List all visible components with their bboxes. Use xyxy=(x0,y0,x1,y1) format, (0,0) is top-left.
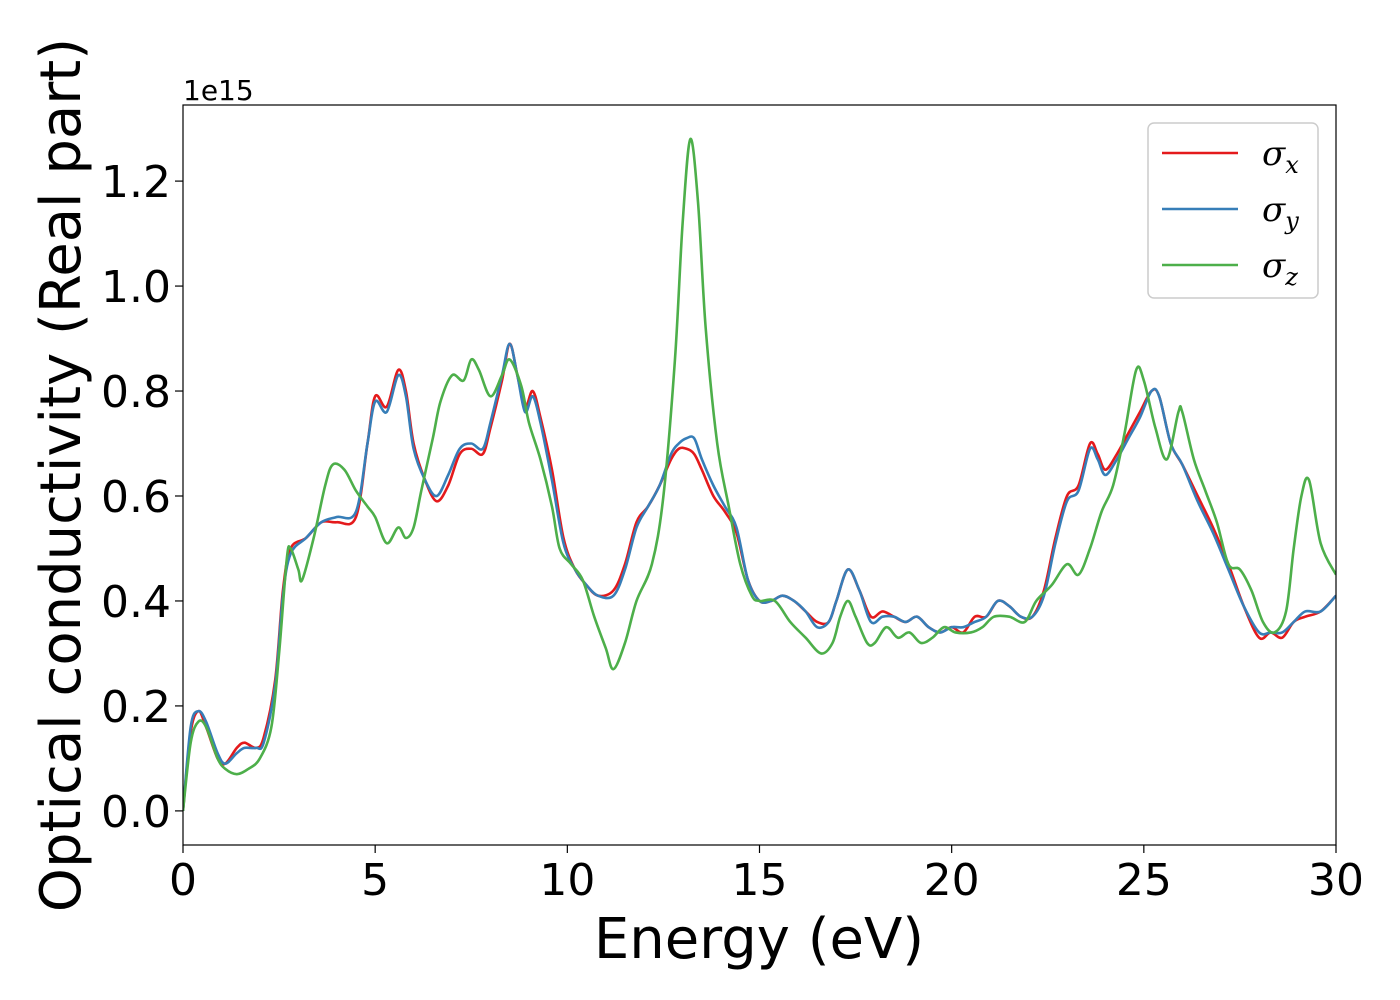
y-tick-label: 0.2 xyxy=(101,682,171,733)
y-axis-ticks: 0.0 0.2 0.4 0.6 0.8 1.0 1.2 xyxy=(101,157,183,838)
x-tick-label: 25 xyxy=(1116,855,1172,906)
y-tick-label: 0.6 xyxy=(101,472,171,523)
x-tick-label: 20 xyxy=(924,855,980,906)
series-line-sigma-y xyxy=(183,342,1336,812)
y-axis-label: Optical conductivity (Real part) xyxy=(29,38,94,912)
x-tick-label: 30 xyxy=(1308,855,1364,906)
y-tick-label: 0.0 xyxy=(101,787,171,838)
x-tick-label: 0 xyxy=(169,855,197,906)
y-tick-label: 1.0 xyxy=(101,262,171,313)
legend-label-sigma-z: σz xyxy=(1262,246,1298,291)
x-axis-label: Energy (eV) xyxy=(594,907,924,972)
y-tick-label: 0.8 xyxy=(101,367,171,418)
y-tick-label: 1.2 xyxy=(101,157,171,208)
series-lines xyxy=(183,137,1336,812)
y-offset-text: 1e15 xyxy=(183,74,254,107)
x-tick-label: 10 xyxy=(539,855,595,906)
y-tick-label: 0.4 xyxy=(101,577,171,628)
legend-box xyxy=(1147,122,1319,299)
x-tick-label: 15 xyxy=(732,855,788,906)
x-tick-label: 5 xyxy=(361,855,389,906)
series-line-sigma-z xyxy=(183,137,1336,812)
x-axis-ticks: 0 5 10 15 20 25 30 xyxy=(169,845,1364,906)
